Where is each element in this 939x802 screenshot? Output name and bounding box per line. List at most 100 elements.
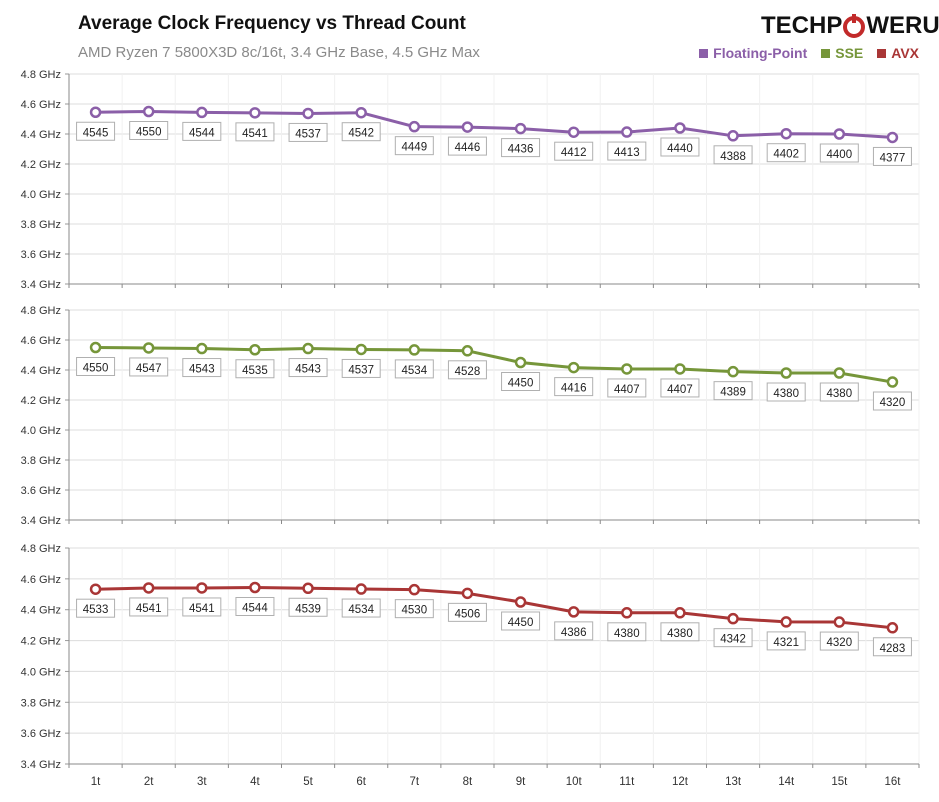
data-point [196,582,208,594]
data-label-box [660,622,700,642]
data-label-box [447,602,487,622]
data-label-box [872,391,912,411]
data-point [355,343,367,356]
legend-label: AVX [891,45,919,61]
data-label: 4377 [880,152,906,164]
y-tick-label: 3.8 GHz [21,697,61,709]
data-label: 4389 [720,387,746,399]
data-point [302,342,314,355]
legend-swatch [877,48,887,58]
data-label-box [182,597,222,617]
x-tick-label: 13t [725,776,742,788]
data-point [196,106,208,119]
y-tick-label: 4.0 GHz [21,666,61,678]
y-tick-label: 3.8 GHz [21,455,61,467]
data-point [833,616,846,628]
data-label-box [554,141,594,161]
data-label-box [394,599,434,619]
data-label: 4400 [827,149,853,161]
data-label-box [341,598,381,618]
data-label: 4402 [773,149,799,161]
data-label: 4539 [295,603,321,615]
x-tick-label: 14t [778,776,795,788]
legend: Floating-Point SSE AVX [699,45,919,61]
y-tick-label: 4.6 GHz [21,99,61,111]
data-label: 4436 [508,144,534,156]
y-tick-label: 4.2 GHz [21,636,61,648]
y-tick-label: 3.6 GHz [21,249,61,261]
data-point [674,607,686,619]
data-point [727,365,739,378]
series-line-avx [95,585,893,630]
data-label-box [819,631,859,651]
data-label: 4413 [614,147,640,159]
data-label-box [76,598,116,618]
data-label: 4446 [455,142,481,154]
data-point [461,121,474,133]
data-label: 4547 [136,363,162,375]
data-label: 4407 [667,384,693,396]
x-tick-label: 6t [356,776,366,788]
data-point [621,607,633,619]
data-point [621,363,633,375]
data-label-box [713,628,753,648]
y-tick-label: 4.4 GHz [21,605,61,617]
data-label-box [447,360,487,380]
data-label-box [766,382,806,402]
data-label: 4537 [348,364,374,376]
data-label: 4388 [720,151,746,163]
y-tick-label: 3.4 GHz [21,515,61,527]
data-label: 4386 [561,627,587,639]
legend-label: SSE [835,45,864,61]
data-label: 4545 [83,127,109,139]
x-tick-label: 15t [831,776,848,788]
legend-swatch [821,48,831,58]
y-tick-label: 3.6 GHz [21,485,61,497]
x-tick-label: 2t [144,776,154,788]
legend-swatch [699,48,709,58]
y-tick-label: 4.8 GHz [21,305,61,317]
data-label: 4380 [827,388,853,400]
data-point [142,105,155,118]
data-label-box [501,372,541,391]
data-label: 4544 [189,127,215,139]
data-label-box [129,597,169,617]
data-label-box [341,358,381,378]
data-point [886,622,899,634]
data-point [89,583,102,595]
y-tick-label: 4.2 GHz [21,395,61,407]
data-label-box [554,377,594,397]
data-label-box [660,137,700,157]
data-point [567,361,580,374]
y-tick-label: 3.8 GHz [21,219,61,231]
data-label-box [394,136,434,156]
data-label-box [288,597,328,617]
data-label-box [501,611,541,631]
x-tick-label: 11t [619,776,635,788]
data-label-box [660,378,700,398]
data-point [567,126,580,138]
data-label-box [288,358,328,378]
data-label-box [129,121,169,140]
x-tick-label: 5t [303,776,313,788]
y-tick-label: 4.8 GHz [21,543,61,555]
y-tick-label: 3.4 GHz [21,759,61,771]
data-point [461,345,474,357]
data-point [833,367,846,379]
y-tick-label: 4.8 GHz [21,69,61,81]
y-tick-label: 4.4 GHz [21,365,61,377]
data-label-box [607,378,647,398]
x-tick-label: 1t [91,776,101,788]
data-label: 4541 [189,603,215,615]
y-tick-label: 4.0 GHz [21,425,61,437]
data-label-box [713,381,753,401]
data-label-box [819,382,859,402]
data-label: 4542 [348,128,374,140]
data-label-box [447,136,487,156]
data-label: 4412 [561,147,587,159]
data-label: 4450 [508,378,534,390]
data-label: 4320 [880,397,906,409]
data-label-box [235,359,275,379]
data-label-box [394,359,434,379]
